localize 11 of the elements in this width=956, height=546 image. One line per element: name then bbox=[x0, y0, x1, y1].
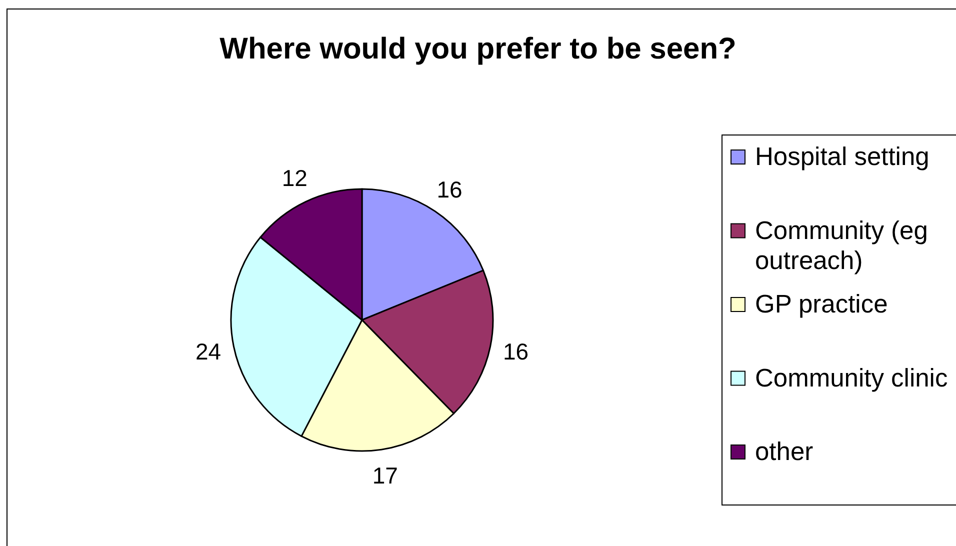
data-label: 12 bbox=[282, 165, 308, 192]
data-label: 24 bbox=[195, 338, 222, 365]
legend-label: Community (eg outreach) bbox=[755, 216, 928, 275]
legend-label: other bbox=[755, 438, 814, 466]
legend-label: Hospital setting bbox=[755, 143, 930, 171]
data-label: 16 bbox=[502, 338, 529, 365]
data-label: 17 bbox=[372, 462, 398, 488]
data-label: 16 bbox=[436, 176, 462, 203]
chart-title: Where would you prefer to be seen? bbox=[220, 32, 736, 66]
legend-label: Community clinic bbox=[755, 364, 948, 392]
legend-label: GP practice bbox=[755, 290, 888, 318]
